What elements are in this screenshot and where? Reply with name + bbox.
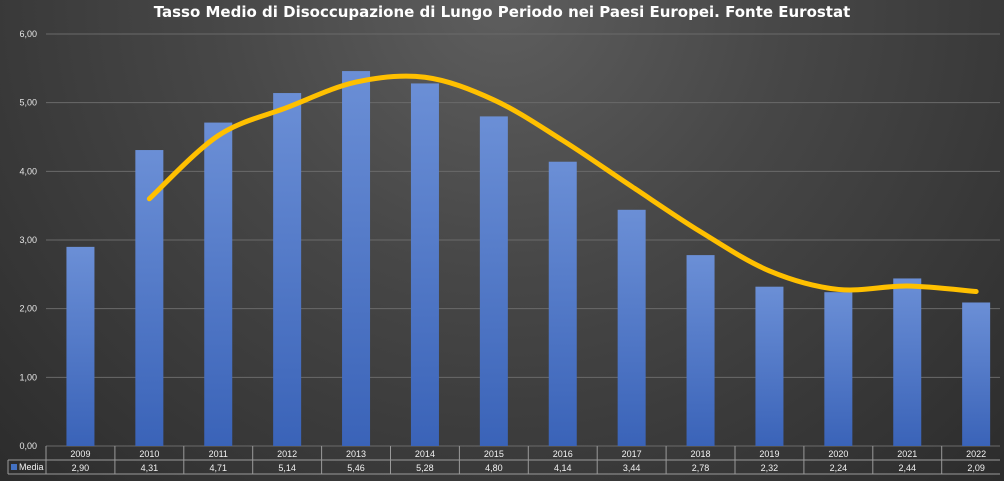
data-label: 2,90 (72, 463, 90, 473)
trend-point (768, 270, 770, 272)
trend-point (148, 198, 150, 200)
bar (755, 286, 784, 446)
data-label: 2,24 (830, 463, 848, 473)
bar (893, 278, 922, 446)
data-label: 3,44 (623, 463, 641, 473)
data-label: 5,14 (278, 463, 296, 473)
data-table: Media 2009 2,90 2010 4,31 2011 4,71 2012 5,14 201… (7, 446, 1000, 475)
legend-swatch (11, 464, 17, 470)
trend-point (355, 81, 357, 83)
trend-point (837, 288, 839, 290)
x-tick-label: 2022 (966, 449, 986, 459)
trend-point (424, 76, 426, 78)
trend-line-series (146, 73, 979, 294)
x-tick-label: 2015 (484, 449, 504, 459)
x-tick-label: 2014 (415, 449, 435, 459)
y-axis-ticks: 0,00 1,00 2,00 3,00 4,00 5,00 6,00 (19, 29, 37, 451)
data-label: 2,44 (898, 463, 916, 473)
trend-point (906, 285, 908, 287)
trend-point (975, 291, 977, 292)
bar (342, 71, 371, 446)
bar (824, 292, 853, 446)
x-tick-label: 2013 (346, 449, 366, 459)
bar (617, 209, 646, 446)
trend-point (286, 106, 288, 108)
data-label: 2,09 (967, 463, 985, 473)
data-label: 4,31 (141, 463, 159, 473)
bar-series (66, 71, 991, 447)
trend-point (700, 231, 702, 233)
trend-point (631, 185, 633, 187)
data-label: 4,14 (554, 463, 572, 473)
x-tick-label: 2017 (622, 449, 642, 459)
x-tick-label: 2021 (897, 449, 917, 459)
y-tick-label: 6,00 (19, 29, 37, 39)
trend-point (217, 135, 219, 137)
y-tick-label: 5,00 (19, 98, 37, 108)
y-tick-label: 2,00 (19, 304, 37, 314)
data-label: 5,46 (347, 463, 365, 473)
trend-point (493, 99, 495, 101)
bar (479, 116, 508, 447)
y-tick-label: 0,00 (19, 441, 37, 451)
x-tick-label: 2016 (553, 449, 573, 459)
x-tick-label: 2010 (139, 449, 159, 459)
bar (686, 255, 715, 446)
x-tick-label: 2012 (277, 449, 297, 459)
y-tick-label: 1,00 (19, 372, 37, 382)
data-label: 2,32 (761, 463, 779, 473)
data-label: 2,78 (692, 463, 710, 473)
y-tick-label: 4,00 (19, 166, 37, 176)
bar (204, 122, 233, 446)
legend-label: Media (19, 462, 44, 472)
bar (66, 246, 95, 446)
x-tick-label: 2009 (70, 449, 90, 459)
bar (273, 93, 302, 446)
bar (962, 302, 991, 446)
data-label: 4,80 (485, 463, 503, 473)
x-tick-label: 2018 (691, 449, 711, 459)
bar (548, 161, 577, 446)
trend-point (562, 139, 564, 141)
bar (135, 150, 164, 446)
y-tick-label: 3,00 (19, 235, 37, 245)
bar (410, 83, 439, 446)
x-tick-label: 2020 (828, 449, 848, 459)
data-label: 4,71 (209, 463, 227, 473)
x-tick-label: 2019 (759, 449, 779, 459)
gridlines (46, 33, 1000, 447)
data-label: 5,28 (416, 463, 434, 473)
chart-title: Tasso Medio di Disoccupazione di Lungo P… (154, 3, 851, 21)
x-tick-label: 2011 (209, 449, 228, 459)
